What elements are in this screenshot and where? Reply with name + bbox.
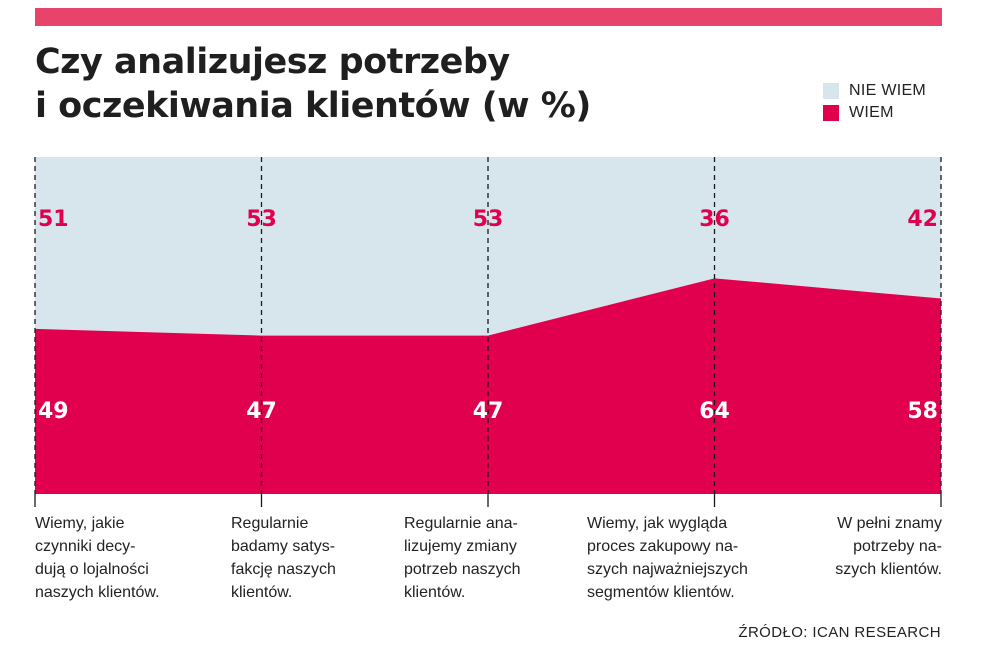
legend-item-nie-wiem: NIE WIEM [823,80,926,102]
category-label-2: Regularnie badamy satys- fakcję naszych … [231,515,336,601]
category-label-3: Regularnie ana- lizujemy zmiany potrzeb … [404,515,521,601]
value-label-wiem-1: 49 [38,399,69,424]
category-label-1: Wiemy, jakie czynniki decy- dują o lojal… [35,515,160,601]
title-line-2: i oczekiwania klientów (w %) [35,86,591,126]
value-label-wiem-5: 58 [907,399,938,424]
legend-swatch-nie-wiem [823,83,839,99]
category-label-4: Wiemy, jak wygląda proces zakupowy na- s… [587,515,748,601]
value-label-wiem-3: 47 [473,399,504,424]
value-label-nie-wiem-2: 53 [246,207,277,232]
value-label-wiem-4: 64 [699,399,730,424]
value-label-nie-wiem-1: 51 [38,207,69,232]
value-label-nie-wiem-5: 42 [907,207,938,232]
value-label-wiem-2: 47 [246,399,277,424]
source-note: ŹRÓDŁO: ICAN RESEARCH [738,624,941,641]
title-line-1: Czy analizujesz potrzeby [35,42,510,82]
value-label-nie-wiem-3: 53 [473,207,504,232]
chart-title: Czy analizujesz potrzeby i oczekiwania k… [35,40,591,128]
legend-item-wiem: WIEM [823,102,926,124]
value-label-nie-wiem-4: 36 [699,207,730,232]
legend-label-nie-wiem: NIE WIEM [849,82,927,99]
legend-swatch-wiem [823,105,839,121]
category-label-5: W pełni znamy potrzeby na- szych klientó… [835,515,942,578]
legend-label-wiem: WIEM [849,104,894,121]
top-accent-bar [35,8,942,26]
legend: NIE WIEM WIEM [823,80,926,124]
